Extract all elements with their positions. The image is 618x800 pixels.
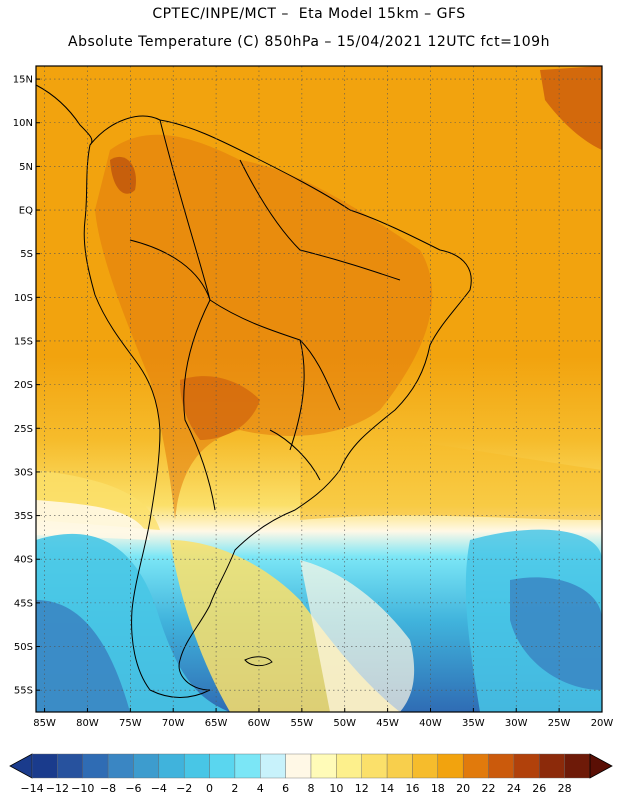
lat-tick-label: 5S <box>20 249 33 260</box>
colorbar-label: −8 <box>100 782 116 795</box>
colorbar-swatch <box>107 753 134 779</box>
colorbar-label: 6 <box>282 782 289 795</box>
lat-tick-label: 15S <box>14 336 33 347</box>
colorbar-swatch <box>82 753 109 779</box>
lon-tick-label: 70W <box>162 718 185 729</box>
lat-tick-label: 5N <box>19 162 33 173</box>
lat-tick-label: 25S <box>14 424 33 435</box>
lat-tick-label: 35S <box>14 511 33 522</box>
map-frame <box>35 65 603 713</box>
colorbar-swatch <box>462 753 489 779</box>
temperature-field <box>36 66 602 712</box>
lat-tick-label: 40S <box>14 555 33 566</box>
lat-tick-label: EQ <box>19 206 33 217</box>
colorbar-swatch <box>31 753 58 779</box>
colorbar-swatch <box>437 753 464 779</box>
colorbar-label: 8 <box>308 782 315 795</box>
lon-tick-label: 80W <box>76 718 99 729</box>
latitude-axis: 15N 10N 5N EQ 5S 10S 15S 20S 25S 30S 35S 40S 45S 50S 5… <box>13 75 40 697</box>
lat-tick-label: 15N <box>13 75 33 86</box>
colorbar-label: −10 <box>71 782 94 795</box>
lon-tick-label: 60W <box>248 718 271 729</box>
colorbar-label: −6 <box>125 782 141 795</box>
lat-tick-label: 45S <box>14 598 33 609</box>
colorbar-label: 20 <box>456 782 470 795</box>
colorbar-swatch <box>513 753 540 779</box>
longitude-axis: 85W 80W 75W 70W 65W 60W 55W 50W 45W 40W 35W 30W 25W 2… <box>33 708 613 729</box>
colorbar-swatch <box>260 753 286 779</box>
lon-tick-label: 55W <box>291 718 314 729</box>
colorbar-label: 0 <box>206 782 213 795</box>
lat-tick-label: 50S <box>14 642 33 653</box>
coastline <box>36 84 472 698</box>
colorbar-label: 2 <box>231 782 238 795</box>
colorbar-label: −12 <box>46 782 69 795</box>
colorbar: −14 −12 −10 −8 −6 −4 −2 0 2 4 6 8 10 12 14 16 18 20 22 24 26… <box>9 753 613 795</box>
lat-tick-label: 10S <box>14 293 33 304</box>
colorbar-label: 26 <box>532 782 546 795</box>
colorbar-swatch <box>336 753 362 779</box>
lon-tick-label: 50W <box>333 718 356 729</box>
lat-tick-label: 20S <box>14 380 33 391</box>
lon-tick-label: 20W <box>591 718 614 729</box>
colorbar-swatch <box>386 753 413 779</box>
colorbar-swatch <box>564 753 591 779</box>
colorbar-swatch <box>57 753 83 779</box>
colorbar-swatch <box>361 753 388 779</box>
lon-tick-label: 75W <box>119 718 142 729</box>
map-title-line-1: CPTEC/INPE/MCT – Eta Model 15km – GFS <box>152 6 466 22</box>
colorbar-swatch <box>158 753 185 779</box>
lon-tick-label: 65W <box>205 718 228 729</box>
colorbar-label: −2 <box>176 782 192 795</box>
colorbar-label: 10 <box>329 782 343 795</box>
lon-tick-label: 45W <box>376 718 399 729</box>
colorbar-label: 14 <box>380 782 394 795</box>
map-title-line-2: Absolute Temperature (C) 850hPa – 15/04/… <box>68 34 550 50</box>
colorbar-swatch <box>285 753 312 779</box>
colorbar-label: 4 <box>257 782 264 795</box>
colorbar-swatch <box>539 753 565 779</box>
colorbar-label: 28 <box>558 782 572 795</box>
colorbar-swatch <box>234 753 261 779</box>
colorbar-label: 18 <box>431 782 445 795</box>
lon-tick-label: 25W <box>548 718 571 729</box>
colorbar-arrow-right <box>589 753 613 779</box>
lon-tick-label: 30W <box>505 718 528 729</box>
colorbar-label: 22 <box>482 782 496 795</box>
colorbar-label: 16 <box>405 782 419 795</box>
colorbar-swatch <box>488 753 515 779</box>
lon-tick-label: 35W <box>462 718 485 729</box>
colorbar-label: 24 <box>507 782 521 795</box>
lat-tick-label: 55S <box>14 686 33 697</box>
colorbar-swatch <box>183 753 210 779</box>
colorbar-label: −4 <box>151 782 167 795</box>
colorbar-swatch <box>310 753 337 779</box>
lat-tick-label: 30S <box>14 467 33 478</box>
colorbar-swatch <box>209 753 236 779</box>
lon-tick-label: 85W <box>33 718 56 729</box>
colorbar-swatch <box>412 753 439 779</box>
colorbar-label: 12 <box>355 782 369 795</box>
colorbar-arrow-left <box>9 753 33 779</box>
lat-tick-label: 10N <box>13 118 33 129</box>
colorbar-label: −14 <box>20 782 43 795</box>
colorbar-swatch <box>133 753 160 779</box>
lon-tick-label: 40W <box>419 718 442 729</box>
